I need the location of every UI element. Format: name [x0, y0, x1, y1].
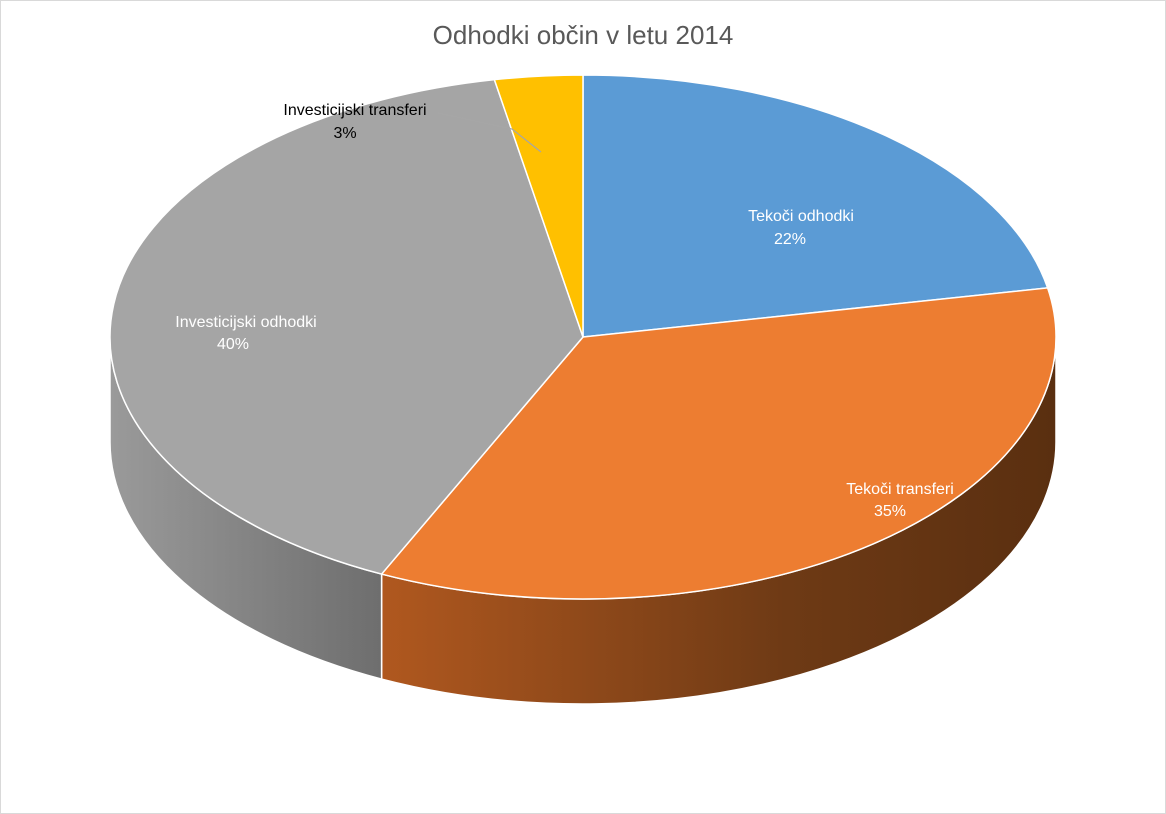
slice-percent-tekoci-transferi: 35% — [874, 503, 906, 520]
slice-percent-tekoci-odhodki: 22% — [774, 231, 806, 248]
slice-top-investicijski-odhodki — [109, 78, 584, 575]
slice-label-investicijski-transferi: Investicijski transferi — [283, 102, 426, 119]
slice-top-teko-i-odhodki — [582, 74, 1049, 338]
slice-percent-investicijski-transferi: 3% — [333, 125, 356, 142]
slice-top-teko-i-transferi — [380, 287, 1057, 600]
slice-label-tekoci-odhodki: Tekoči odhodki — [748, 208, 854, 225]
leader-line — [437, 112, 542, 153]
slice-label-tekoci-transferi: Tekoči transferi — [846, 481, 954, 498]
chart-title: Odhodki občin v letu 2014 — [432, 20, 734, 50]
slice-label-investicijski-odhodki: Investicijski odhodki — [175, 314, 316, 331]
slice-top-investicijski-transferi — [493, 74, 584, 338]
slice-percent-investicijski-odhodki: 40% — [217, 336, 249, 353]
